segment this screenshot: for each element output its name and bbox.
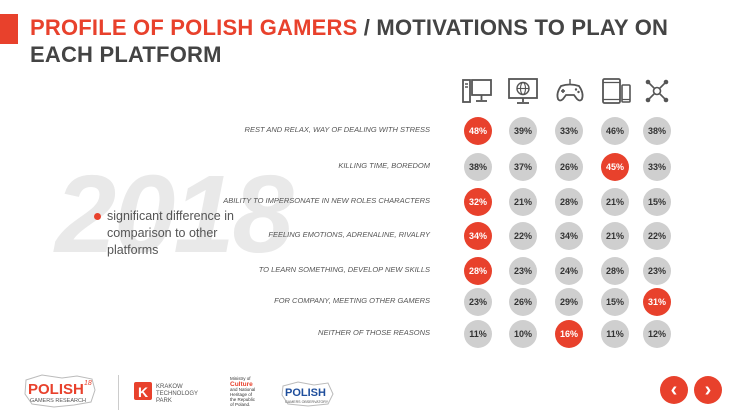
- cell-console-learn: 24%: [555, 257, 583, 285]
- cell-browser-company: 26%: [509, 288, 537, 316]
- cell-console-emotions: 34%: [555, 222, 583, 250]
- cell-mobile-neither: 11%: [601, 320, 629, 348]
- logo1-sub: GAMERS RESEARCH: [30, 398, 86, 404]
- logo3-line3: and National: [230, 387, 255, 392]
- cell-pc-learn: 28%: [464, 257, 492, 285]
- cell-pc-impersonate: 32%: [464, 188, 492, 216]
- logo1-sup: 18: [84, 380, 92, 387]
- legend-text: significant difference in comparison to …: [107, 209, 234, 257]
- cell-browser-emotions: 22%: [509, 222, 537, 250]
- all-platforms-icon: [645, 79, 669, 103]
- cell-console-neither: 16%: [555, 320, 583, 348]
- cell-console-killing-time: 26%: [555, 153, 583, 181]
- cell-pc-rest-relax: 48%: [464, 117, 492, 145]
- cell-mobile-killing-time: 45%: [601, 153, 629, 181]
- row-label-emotions: FEELING EMOTIONS, ADRENALINE, RIVALRY: [268, 230, 430, 239]
- cell-console-rest-relax: 33%: [555, 117, 583, 145]
- ministry-of-culture-logo: Ministry of Culture and National Heritag…: [230, 376, 256, 407]
- cell-all-learn: 23%: [643, 257, 671, 285]
- cell-pc-company: 23%: [464, 288, 492, 316]
- cell-all-neither: 12%: [643, 320, 671, 348]
- cell-mobile-company: 15%: [601, 288, 629, 316]
- cell-pc-emotions: 34%: [464, 222, 492, 250]
- logo4-main: POLISH: [285, 387, 326, 399]
- title-accent-bar: [0, 14, 18, 44]
- polish-gamers-observatory-logo: POLISH GAMERS OBSERVATORY: [281, 381, 334, 407]
- row-label-neither: NEITHER OF THOSE REASONS: [318, 328, 430, 337]
- gamepad-icon: [556, 79, 584, 102]
- previous-slide-button[interactable]: ‹: [660, 376, 688, 404]
- cell-mobile-learn: 28%: [601, 257, 629, 285]
- row-label-killing-time: KILLING TIME, BOREDOM: [338, 161, 430, 170]
- logo3-line6: of Poland.: [230, 402, 250, 407]
- cell-mobile-emotions: 21%: [601, 222, 629, 250]
- cell-pc-neither: 11%: [464, 320, 492, 348]
- row-label-company: FOR COMPANY, MEETING OTHER GAMERS: [274, 296, 430, 305]
- krakow-technology-park-logo: K KRAKOW TECHNOLOGY PARK: [134, 382, 198, 404]
- cell-all-company: 31%: [643, 288, 671, 316]
- title-rest: / MOTIVATIONS TO PLAY ON EACH PLATFORM: [30, 15, 669, 67]
- cell-console-company: 29%: [555, 288, 583, 316]
- cell-all-emotions: 22%: [643, 222, 671, 250]
- cell-browser-learn: 23%: [509, 257, 537, 285]
- cell-all-killing-time: 33%: [643, 153, 671, 181]
- logo4-sub: GAMERS OBSERVATORY: [285, 400, 329, 404]
- legend-dot: [94, 213, 101, 220]
- row-label-learn: TO LEARN SOMETHING, DEVELOP NEW SKILLS: [258, 265, 430, 274]
- cell-pc-killing-time: 38%: [464, 153, 492, 181]
- row-label-rest-relax: REST AND RELAX, WAY OF DEALING WITH STRE…: [244, 125, 430, 134]
- next-slide-button[interactable]: ›: [694, 376, 722, 404]
- cell-browser-neither: 10%: [509, 320, 537, 348]
- logo1-main: POLISH: [28, 381, 84, 398]
- logo2-letter: K: [138, 384, 148, 400]
- logo2-line1: KRAKOW: [156, 384, 183, 390]
- cell-all-rest-relax: 38%: [643, 117, 671, 145]
- browser-icon: [508, 78, 538, 104]
- cell-all-impersonate: 15%: [643, 188, 671, 216]
- row-label-impersonate: ABILITY TO IMPERSONATE IN NEW ROLES CHAR…: [223, 196, 430, 205]
- logo3-line4: Heritage of: [230, 392, 253, 397]
- cell-browser-killing-time: 37%: [509, 153, 537, 181]
- cell-browser-rest-relax: 39%: [509, 117, 537, 145]
- logo3-line5: the Republic: [230, 397, 256, 402]
- polish-gamers-research-logo: POLISH 18 GAMERS RESEARCH: [24, 374, 96, 408]
- title-highlight: PROFILE OF POLISH GAMERS: [30, 15, 358, 40]
- logo2-line3: PARK: [156, 398, 172, 404]
- logo3-line2: Culture: [230, 381, 253, 388]
- page-title: PROFILE OF POLISH GAMERS / MOTIVATIONS T…: [30, 14, 730, 68]
- cell-mobile-rest-relax: 46%: [601, 117, 629, 145]
- cell-console-impersonate: 28%: [555, 188, 583, 216]
- legend: significant difference in comparison to …: [94, 208, 237, 259]
- cell-browser-impersonate: 21%: [509, 188, 537, 216]
- logo2-line2: TECHNOLOGY: [156, 391, 198, 397]
- mobile-icon: [602, 78, 631, 104]
- pc-icon: [462, 79, 492, 103]
- logo3-line1: Ministry of: [230, 376, 251, 381]
- cell-mobile-impersonate: 21%: [601, 188, 629, 216]
- footer-divider: [118, 375, 119, 410]
